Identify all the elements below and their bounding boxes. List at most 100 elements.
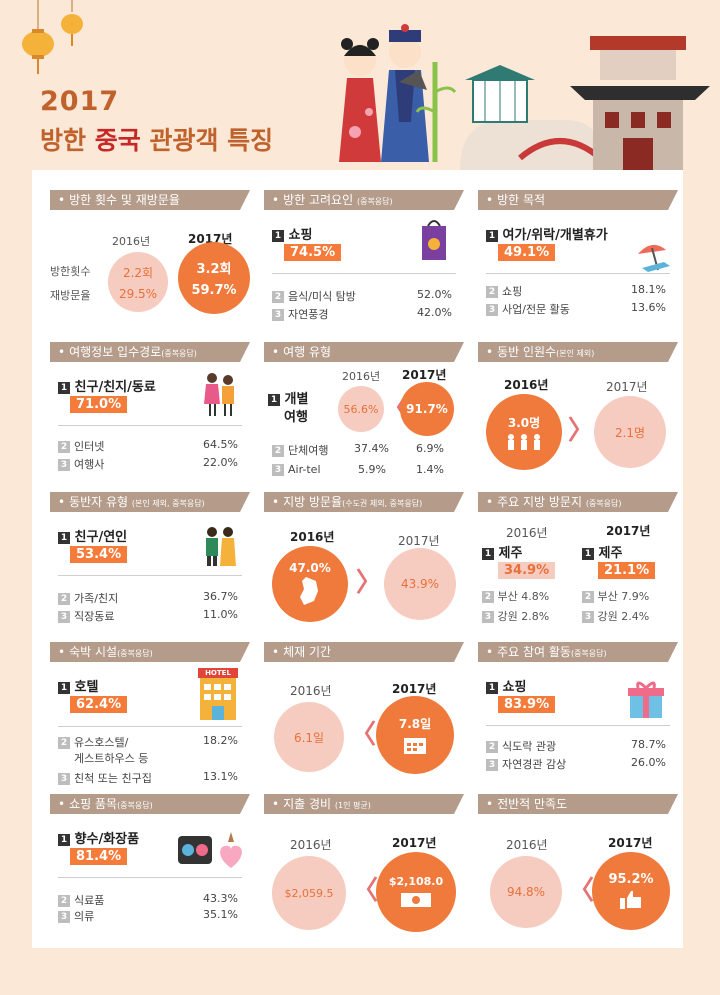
title-highlight: 중국 <box>94 126 141 155</box>
hotel-icon <box>198 668 238 720</box>
list-item: 3 강원 2.8% <box>482 608 549 624</box>
top-item: 1 여가/위락/개별휴가 <box>486 224 608 243</box>
circle-2016: 94.8% <box>490 856 562 928</box>
money-icon <box>401 893 431 907</box>
year-2016-label: 2016년 <box>342 370 381 383</box>
thumbs-up-icon <box>620 891 641 909</box>
top-value: 53.4% <box>70 546 128 563</box>
top-item: 1 친구/친지/동료 <box>58 376 156 395</box>
top-value: 62.4% <box>70 696 128 713</box>
circle-2016: 2.2회 29.5% <box>108 252 168 312</box>
list-item: 3 친척 또는 친구집 13.1% <box>58 770 242 786</box>
top-value-2017: 21.1% <box>598 562 656 579</box>
list-item: 3 강원 2.4% <box>582 608 649 624</box>
section-banner: 방한 고려요인 (중복응답) <box>264 190 464 210</box>
card-satisfaction: 전반적 만족도 2016년 2017년 94.8% 〈 95.2% <box>478 794 678 944</box>
gift-box-icon <box>628 681 664 718</box>
section-banner: 동반 인원수(본인 제외) <box>478 342 678 362</box>
section-banner: 여행정보 입수경로(중복응답) <box>50 342 250 362</box>
korea-map-icon <box>300 577 318 605</box>
card-travel-type: 여행 유형 2016년 2017년 1 개별 여행 56.6% 〈 91.7% … <box>264 342 464 492</box>
circle-2017: $2,108.0 <box>376 852 456 932</box>
top-value: 74.5% <box>284 244 342 261</box>
year-2016-label: 2016년 <box>504 378 549 392</box>
chinese-couple-illustration <box>339 24 457 162</box>
top-value: 81.4% <box>70 848 128 865</box>
list-item: 3 직장동료 11.0% <box>58 608 242 624</box>
list-item: 2 유스호스텔/18.2% <box>58 734 242 750</box>
card-companion-type: 동반자 유형 (본인 제외, 중복응답) 1 친구/연인 53.4% 2가족/친… <box>50 492 250 642</box>
year-2017-label: 2017년 <box>398 534 440 548</box>
section-banner: 주요 지방 방문지 (중복응답) <box>478 492 678 512</box>
top-item-2017: 1 제주 <box>582 542 622 561</box>
card-spending: 지출 경비 (1인 평균) 2016년 2017년 $2,059.5 〈 $2,… <box>264 794 464 944</box>
circle-2017: 2.1명 <box>594 396 666 468</box>
card-companion-count: 동반 인원수(본인 제외) 2016년 2017년 3.0명 〈 2.1명 <box>478 342 678 492</box>
circle-2016: 56.6% <box>338 386 384 432</box>
list-item: 2 식료품 43.3% <box>58 892 242 908</box>
chevron-icon: 〈 <box>350 720 377 750</box>
card-lodging: 숙박 시설(중복응답) 1 호텔 62.4% HOTEL 2유스호스텔/18.2… <box>50 642 250 792</box>
top-item: 1 친구/연인 <box>58 526 127 545</box>
section-banner: 방한 목적 <box>478 190 678 210</box>
list-item: 2 부산 7.9% <box>582 588 649 604</box>
circle-2017: 7.8일 <box>376 696 454 774</box>
top-item: 1 쇼핑 <box>486 676 526 695</box>
circle-2017: 3.2회 59.7% <box>178 242 250 314</box>
year-2016-label: 2016년 <box>506 526 548 540</box>
top-item: 1 쇼핑 <box>272 224 312 243</box>
circle-2016: 47.0% <box>272 546 348 622</box>
list-item: 2 인터넷 64.5% <box>58 438 242 454</box>
circle-2017: 43.9% <box>384 548 456 620</box>
top-item: 1 개별 <box>268 388 308 407</box>
section-banner: 지출 경비 (1인 평균) <box>264 794 464 814</box>
year-2017-label: 2017년 <box>392 836 437 850</box>
year-2016-label: 2016년 <box>290 684 332 698</box>
list-item: 3 의류 35.1% <box>58 908 242 924</box>
cosmetics-icon <box>178 832 242 868</box>
list-item: 2 단체여행 37.4% 6.9% <box>272 442 456 458</box>
card-regional-visit: 지방 방문율(수도권 제외, 중복응답) 2016년 2017년 47.0% 〈… <box>264 492 464 642</box>
list-item-continued: 게스트하우스 등 <box>74 752 149 765</box>
section-banner: 전반적 만족도 <box>478 794 678 814</box>
list-item: 2 가족/친지 36.7% <box>58 590 242 606</box>
list-item: 3 사업/전문 활동 13.6% <box>486 301 670 317</box>
year-2017-label: 2017년 <box>608 836 653 850</box>
chevron-icon: 〈 <box>568 416 595 446</box>
couple-icon <box>206 527 236 566</box>
section-banner: 동반자 유형 (본인 제외, 중복응답) <box>50 492 250 512</box>
title-year: 2017 <box>40 86 120 117</box>
people-icon <box>508 434 540 450</box>
top-value: 49.1% <box>498 244 556 261</box>
pavilion-illustration <box>460 36 710 170</box>
card-info-sources: 여행정보 입수경로(중복응답) 1 친구/친지/동료 71.0% 2인터넷64.… <box>50 342 250 492</box>
card-visit-frequency: 방한 횟수 및 재방문율 2016년 2017년 방한횟수 재방문율 2.2회 … <box>50 190 250 340</box>
friends-icon <box>204 373 234 416</box>
top-item-2016: 1 제주 <box>482 542 522 561</box>
list-item: 3 자연경관 감상 26.0% <box>486 756 670 772</box>
section-banner: 쇼핑 품목(중복응답) <box>50 794 250 814</box>
list-item: 3 Air-tel 5.9% 1.4% <box>272 463 456 476</box>
year-2016-label: 2016년 <box>290 838 332 852</box>
content-panel: 방한 횟수 및 재방문율 2016년 2017년 방한횟수 재방문율 2.2회 … <box>32 170 683 948</box>
revisit-rate-label: 재방문율 <box>50 289 91 302</box>
top-item-line2: 여행 <box>284 410 308 425</box>
list-item: 2 음식/미식 탐방 52.0% <box>272 288 456 304</box>
top-value-2016: 34.9% <box>498 562 556 579</box>
circle-2017: 91.7% <box>400 382 454 436</box>
list-item: 3 여행사 22.0% <box>58 456 242 472</box>
section-banner: 주요 참여 활동(중복응답) <box>478 642 678 662</box>
year-2017-label: 2017년 <box>606 524 651 538</box>
top-item: 1 향수/화장품 <box>58 828 139 847</box>
card-top-regions: 주요 지방 방문지 (중복응답) 2016년 2017년 1 제주 34.9% … <box>478 492 678 642</box>
section-banner: 숙박 시설(중복응답) <box>50 642 250 662</box>
page-title: 2017 방한 중국 관광객 특징 <box>40 86 273 157</box>
year-2016-label: 2016년 <box>290 530 335 544</box>
circle-2017: 95.2% <box>592 852 670 930</box>
section-banner: 방한 횟수 및 재방문율 <box>50 190 250 210</box>
year-2016-label: 2016년 <box>112 235 151 248</box>
shopping-bag-icon <box>422 220 446 260</box>
